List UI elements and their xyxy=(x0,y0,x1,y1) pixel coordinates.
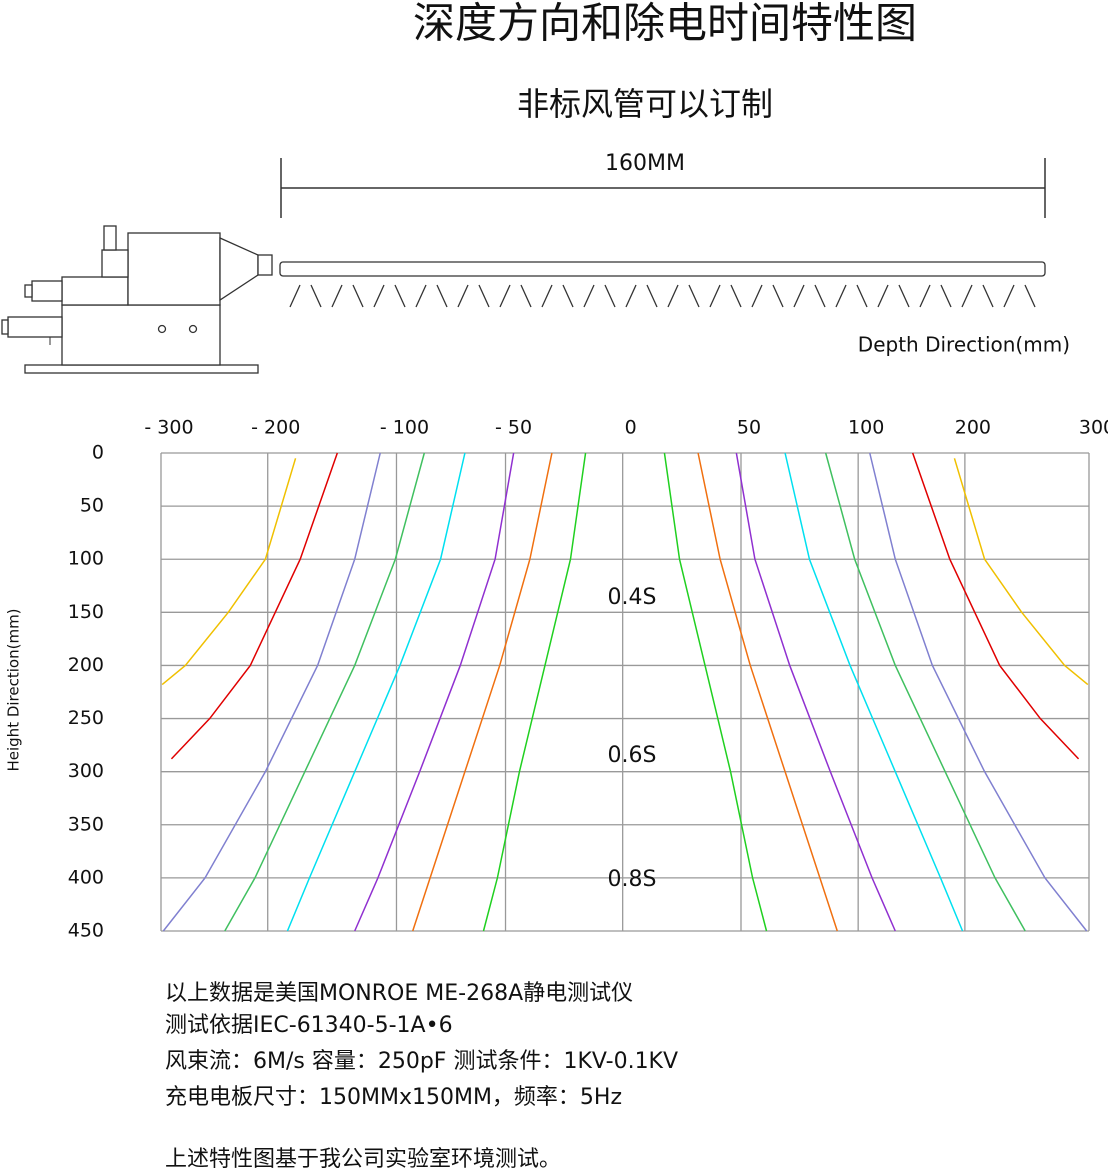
hatch-stroke xyxy=(814,284,826,308)
dimension-line xyxy=(280,158,1046,218)
x-axis-label: Depth Direction(mm) xyxy=(858,333,1070,357)
curve xyxy=(170,452,339,760)
hatch-stroke xyxy=(310,284,322,308)
x-tick-label: 50 xyxy=(737,417,761,439)
y-tick-label: 50 xyxy=(80,495,104,517)
x-tick-label: - 300 xyxy=(144,417,193,439)
hatch-stroke xyxy=(709,284,721,308)
y-tick-label: 100 xyxy=(68,548,104,570)
note: 测试依据IEC-61340-5-1A•6 xyxy=(165,1013,453,1038)
hatch-stroke xyxy=(436,284,448,308)
hatch-stroke xyxy=(772,284,784,308)
hatch-stroke xyxy=(856,284,868,308)
y-axis-label: Height Direction(mm) xyxy=(5,608,23,771)
hatch-stroke xyxy=(940,284,952,308)
note: 以上数据是美国MONROE ME-268A静电测试仪 xyxy=(165,981,633,1006)
hatch-stroke xyxy=(604,284,616,308)
curve xyxy=(869,452,1088,932)
hatch-stroke xyxy=(331,284,343,308)
note: 充电电板尺寸：150MMx150MM，频率：5Hz xyxy=(165,1085,622,1110)
hatch-stroke xyxy=(898,284,910,308)
annotation: 0.6S xyxy=(608,743,657,768)
y-tick-label: 0 xyxy=(92,442,104,464)
curve xyxy=(482,452,587,932)
x-tick-label: - 100 xyxy=(380,417,429,439)
curve xyxy=(412,452,553,932)
curve xyxy=(663,452,768,932)
x-tick-label: - 50 xyxy=(495,417,532,439)
chart-title: 深度方向和除电时间特性图 xyxy=(413,0,917,48)
hatch-stroke xyxy=(835,284,847,308)
hatch-stroke xyxy=(646,284,658,308)
y-tick-label: 200 xyxy=(68,654,104,676)
hatch-stroke xyxy=(373,284,385,308)
hatch-stroke xyxy=(730,284,742,308)
device xyxy=(1,225,1046,374)
annotation: 0.4S xyxy=(608,585,657,610)
hatch-stroke xyxy=(625,284,637,308)
note: 上述特性图基于我公司实验室环境测试。 xyxy=(165,1147,561,1172)
hatch-stroke xyxy=(562,284,574,308)
dimension-label: 160MM xyxy=(605,151,685,176)
x-tick-label: - 200 xyxy=(251,417,300,439)
hatch-stroke xyxy=(520,284,532,308)
hatch-stroke xyxy=(457,284,469,308)
hatch-stroke xyxy=(478,284,490,308)
annotation: 0.8S xyxy=(608,867,657,892)
y-tick-label: 350 xyxy=(68,813,104,835)
curve xyxy=(784,452,964,932)
hatch-stroke xyxy=(751,284,763,308)
hatch-stroke xyxy=(499,284,511,308)
hatch-stroke xyxy=(793,284,805,308)
subtitle: 非标风管可以订制 xyxy=(517,85,773,123)
curve xyxy=(953,458,1089,686)
curve xyxy=(735,452,896,932)
curve xyxy=(911,452,1080,760)
curve xyxy=(824,452,1026,932)
curve xyxy=(162,452,381,932)
curve xyxy=(224,452,426,932)
y-tick-label: 300 xyxy=(68,760,104,782)
x-tick-label: 300 xyxy=(1079,417,1108,439)
hatch-stroke xyxy=(1024,284,1036,308)
hatch-stroke xyxy=(961,284,973,308)
x-tick-label: 200 xyxy=(955,417,991,439)
curve xyxy=(161,458,297,686)
x-tick-label: 100 xyxy=(848,417,884,439)
y-tick-label: 250 xyxy=(68,707,104,729)
curve xyxy=(286,452,466,932)
hatch-stroke xyxy=(541,284,553,308)
curve xyxy=(697,452,838,932)
ion-hatch xyxy=(289,284,1036,308)
hatch-stroke xyxy=(394,284,406,308)
note: 风束流：6M/s 容量：250pF 测试条件：1KV-0.1KV xyxy=(165,1049,678,1074)
y-tick-label: 150 xyxy=(68,601,104,623)
hatch-stroke xyxy=(877,284,889,308)
hatch-stroke xyxy=(919,284,931,308)
hatch-stroke xyxy=(352,284,364,308)
hatch-stroke xyxy=(1003,284,1015,308)
hatch-stroke xyxy=(982,284,994,308)
curve xyxy=(354,452,515,932)
y-tick-label: 450 xyxy=(68,920,104,942)
y-tick-label: 400 xyxy=(68,866,104,888)
hatch-stroke xyxy=(289,284,301,308)
hatch-stroke xyxy=(415,284,427,308)
hatch-stroke xyxy=(667,284,679,308)
x-tick-label: 0 xyxy=(625,417,637,439)
hatch-stroke xyxy=(688,284,700,308)
notes: 以上数据是美国MONROE ME-268A静电测试仪测试依据IEC-61340-… xyxy=(165,981,678,1172)
hatch-stroke xyxy=(583,284,595,308)
